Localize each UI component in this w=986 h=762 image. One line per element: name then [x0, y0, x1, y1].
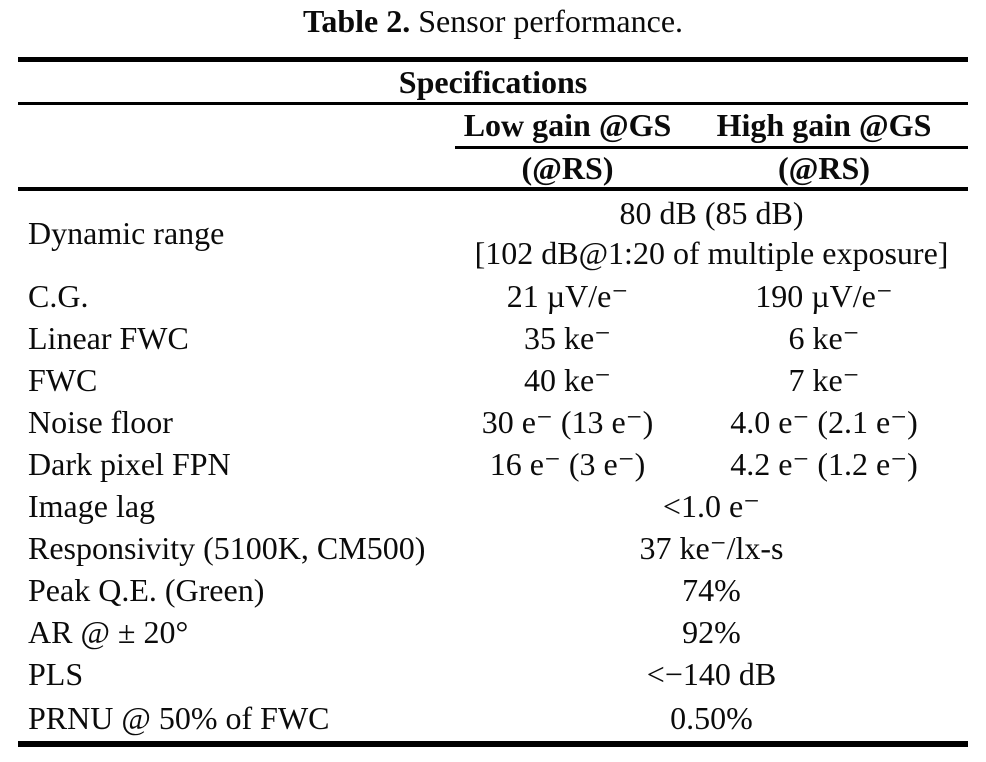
col-header-low-gain: Low gain @GS [455, 103, 680, 149]
table-row-dark-pixel-fpn: Dark pixel FPN 16 e⁻ (3 e⁻) 4.2 e⁻ (1.2 … [18, 443, 968, 485]
empty-header-cell [18, 147, 455, 191]
row-label: Image lag [28, 487, 156, 524]
row-value-low-gain: 40 ke⁻ [523, 362, 612, 398]
column-header-row: Low gain @GS High gain @GS [18, 103, 968, 149]
table-row-dynamic-range: Dynamic range 80 dB (85 dB) [102 dB@1:20… [18, 189, 968, 275]
row-value-span: 37 ke⁻/lx-s [639, 530, 784, 566]
row-value-high-gain: 190 µV/e⁻ [755, 278, 893, 314]
row-value-span: 0.50% [670, 699, 753, 736]
empty-header-cell [18, 104, 455, 148]
col-subheader-high-gain: (@RS) [680, 147, 968, 191]
table-row-responsivity: Responsivity (5100K, CM500) 37 ke⁻/lx-s [18, 527, 968, 569]
row-value-low-gain: 21 µV/e⁻ [506, 278, 629, 314]
col-header-high-gain: High gain @GS [680, 103, 968, 149]
table-row-prnu: PRNU @ 50% of FWC 0.50% [18, 695, 968, 744]
row-label: AR @ ± 20° [28, 613, 189, 650]
table-row-ar: AR @ ± 20° 92% [18, 611, 968, 653]
row-value-span: <−140 dB [646, 655, 777, 692]
table-row-peak-qe: Peak Q.E. (Green) 74% [18, 569, 968, 611]
row-label: Linear FWC [28, 319, 189, 356]
table-caption: Table 2. Sensor performance. [18, 2, 968, 40]
col-subheader-low-gain: (@RS) [455, 147, 680, 191]
row-label: Peak Q.E. (Green) [28, 571, 265, 608]
table-row-image-lag: Image lag <1.0 e⁻ [18, 485, 968, 527]
sensor-performance-table: Specifications Low gain @GS High gain @G… [18, 57, 968, 747]
table-row-fwc: FWC 40 ke⁻ 7 ke⁻ [18, 359, 968, 401]
table-caption-number: Table 2. [302, 3, 411, 39]
row-label: Noise floor [28, 403, 173, 440]
row-value-low-gain: 16 e⁻ (3 e⁻) [489, 446, 646, 482]
table-caption-text: Sensor performance. [410, 3, 684, 39]
row-value-span: <1.0 e⁻ [662, 488, 761, 524]
row-label: Dark pixel FPN [28, 445, 231, 482]
row-label: Responsivity (5100K, CM500) [28, 529, 426, 566]
row-value-span: 80 dB (85 dB) [102 dB@1:20 of multiple e… [455, 189, 968, 275]
group-header-row: Specifications [18, 59, 968, 105]
table-row-linear-fwc: Linear FWC 35 ke⁻ 6 ke⁻ [18, 317, 968, 359]
row-label: PLS [28, 655, 84, 692]
row-value-span: 74% [682, 571, 741, 608]
table-row-noise-floor: Noise floor 30 e⁻ (13 e⁻) 4.0 e⁻ (2.1 e⁻… [18, 401, 968, 443]
group-header: Specifications [18, 59, 968, 105]
row-value-high-gain: 4.2 e⁻ (1.2 e⁻) [730, 446, 918, 482]
column-subheader-row: (@RS) (@RS) [18, 147, 968, 191]
row-label: C.G. [28, 277, 89, 314]
row-label: FWC [28, 361, 98, 398]
row-value-high-gain: 7 ke⁻ [788, 362, 860, 398]
row-value-line2: [102 dB@1:20 of multiple exposure] [474, 235, 949, 271]
table-row-cg: C.G. 21 µV/e⁻ 190 µV/e⁻ [18, 275, 968, 317]
row-value-line1: 80 dB (85 dB) [619, 195, 804, 231]
row-value-span: 92% [682, 613, 741, 650]
row-value-low-gain: 35 ke⁻ [523, 320, 612, 356]
row-value-high-gain: 4.0 e⁻ (2.1 e⁻) [730, 404, 918, 440]
row-label: Dynamic range [28, 214, 225, 251]
table-row-pls: PLS <−140 dB [18, 653, 968, 695]
row-value-high-gain: 6 ke⁻ [788, 320, 860, 356]
row-label: PRNU @ 50% of FWC [28, 699, 330, 736]
row-value-low-gain: 30 e⁻ (13 e⁻) [481, 404, 654, 440]
